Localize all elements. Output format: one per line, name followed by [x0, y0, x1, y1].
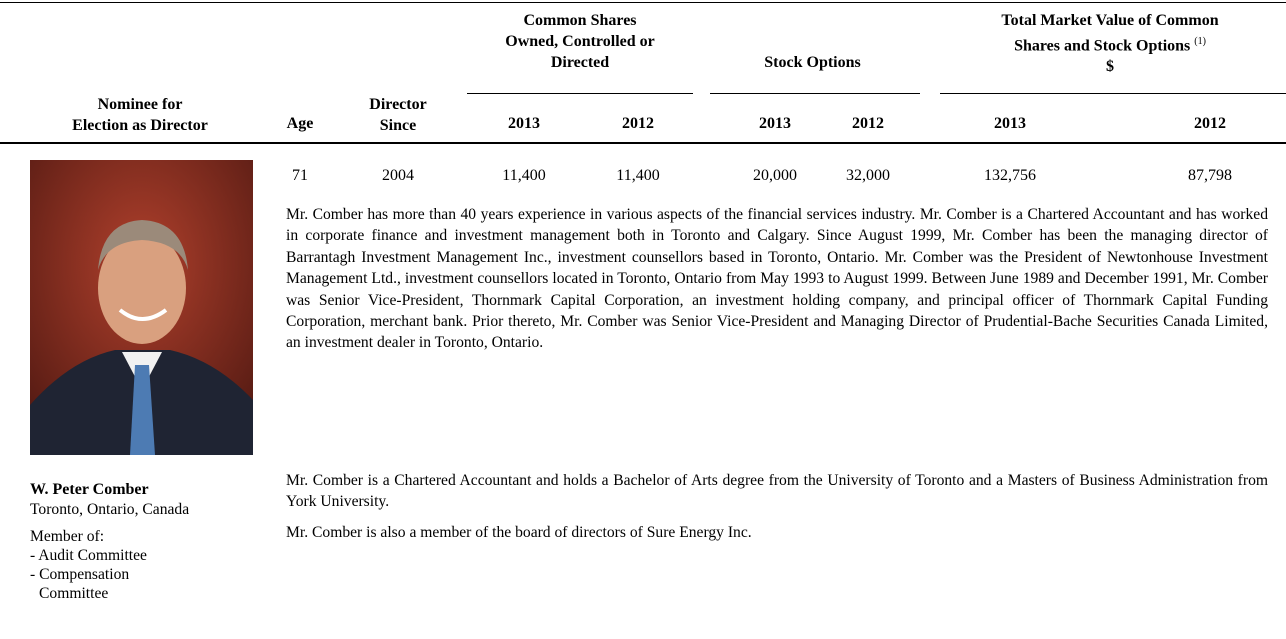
header-rule [0, 142, 1286, 144]
bio-paragraph: Mr. Comber is also a member of the board… [286, 522, 1268, 543]
column-header: Nominee for Election as Director [20, 94, 260, 136]
header-line: Stock Options [705, 52, 920, 73]
year-header: 2012 [828, 115, 908, 133]
value-cell: 11,400 [583, 165, 693, 186]
director-since: 2004 [343, 165, 453, 186]
bio-paragraph: Mr. Comber is a Chartered Accountant and… [286, 470, 1268, 513]
header-line: Nominee for [20, 94, 260, 115]
group-rule [940, 93, 1286, 94]
group-rule [467, 93, 693, 94]
nominee-name: W. Peter Comber [30, 480, 149, 499]
group-header: Stock Options [705, 52, 920, 73]
year-header: 2013 [970, 115, 1050, 133]
value-cell: 32,000 [813, 165, 923, 186]
header-line: Total Market Value of Common [940, 10, 1280, 31]
footnote-ref: (1) [1194, 36, 1206, 47]
group-header: Common Shares Owned, Controlled or Direc… [465, 10, 695, 73]
page: Common Shares Owned, Controlled or Direc… [0, 0, 1286, 639]
year-header: 2013 [735, 115, 815, 133]
committee: - Audit Committee [30, 546, 147, 565]
header-line: Common Shares [465, 10, 695, 31]
group-header: Total Market Value of Common Shares and … [940, 10, 1280, 77]
header-line: Directed [465, 52, 695, 73]
age: 71 [245, 165, 355, 186]
year-header: 2012 [1170, 115, 1250, 133]
column-header: Director Since [350, 94, 446, 136]
committee: - Compensation Committee [30, 565, 159, 603]
year-header: 2013 [484, 115, 564, 133]
value-cell: 11,400 [469, 165, 579, 186]
group-rule [710, 93, 920, 94]
header-line: Owned, Controlled or [465, 31, 695, 52]
top-rule [0, 2, 1286, 3]
value-cell: 132,756 [955, 165, 1065, 186]
column-header: Age [270, 115, 330, 133]
bio-paragraph: Mr. Comber has more than 40 years experi… [286, 204, 1268, 354]
nominee-photo [30, 160, 253, 455]
value-cell: 87,798 [1155, 165, 1265, 186]
nominee-location: Toronto, Ontario, Canada [30, 500, 189, 519]
header-line: Director [350, 94, 446, 115]
header-line: $ [940, 56, 1280, 77]
header-line: Shares and Stock Options [1014, 37, 1190, 54]
member-of: Member of: [30, 527, 104, 546]
header-line: Since [350, 115, 446, 136]
year-header: 2012 [598, 115, 678, 133]
header-line: Election as Director [20, 115, 260, 136]
